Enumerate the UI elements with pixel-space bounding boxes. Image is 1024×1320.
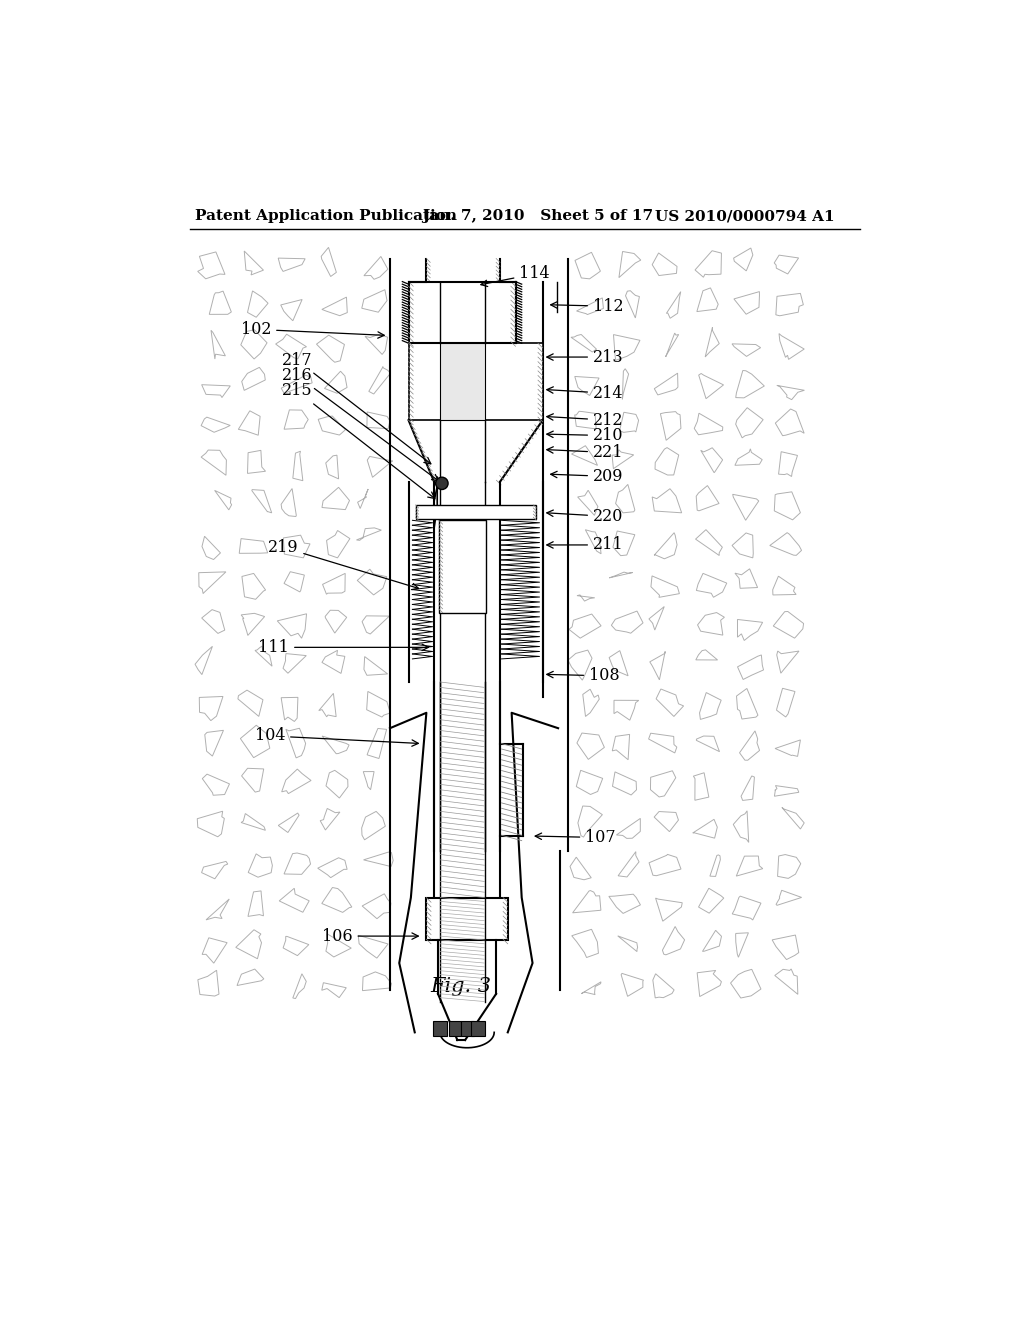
- Text: 210: 210: [547, 428, 624, 444]
- Text: 111: 111: [258, 639, 428, 656]
- Text: 216: 216: [282, 367, 438, 480]
- Text: 209: 209: [551, 467, 624, 484]
- Bar: [440, 343, 484, 420]
- Text: 217: 217: [282, 351, 431, 463]
- Text: 104: 104: [255, 727, 419, 746]
- Text: 215: 215: [282, 383, 435, 499]
- Bar: [416, 506, 537, 519]
- Text: 213: 213: [547, 348, 624, 366]
- Text: 106: 106: [322, 928, 419, 945]
- Text: 108: 108: [547, 668, 620, 684]
- Text: 112: 112: [551, 298, 624, 314]
- Bar: [438, 520, 486, 612]
- Bar: [409, 281, 515, 343]
- Bar: [449, 1020, 461, 1036]
- Text: 114: 114: [481, 265, 550, 286]
- Ellipse shape: [435, 478, 449, 490]
- Text: 220: 220: [547, 508, 624, 525]
- Text: 102: 102: [241, 321, 384, 338]
- Bar: [409, 343, 543, 420]
- Text: Fig. 3: Fig. 3: [431, 977, 492, 995]
- Text: 219: 219: [267, 539, 419, 590]
- Bar: [432, 1020, 446, 1036]
- Bar: [461, 1020, 474, 1036]
- Text: US 2010/0000794 A1: US 2010/0000794 A1: [655, 209, 835, 223]
- Text: Patent Application Publication: Patent Application Publication: [196, 209, 458, 223]
- Text: 212: 212: [547, 412, 624, 429]
- Bar: [426, 898, 508, 940]
- Text: 221: 221: [547, 444, 624, 461]
- Text: 214: 214: [547, 384, 624, 401]
- Text: 211: 211: [547, 536, 624, 553]
- Text: Jan. 7, 2010   Sheet 5 of 17: Jan. 7, 2010 Sheet 5 of 17: [423, 209, 653, 223]
- Text: 107: 107: [536, 829, 615, 846]
- Bar: [471, 1020, 485, 1036]
